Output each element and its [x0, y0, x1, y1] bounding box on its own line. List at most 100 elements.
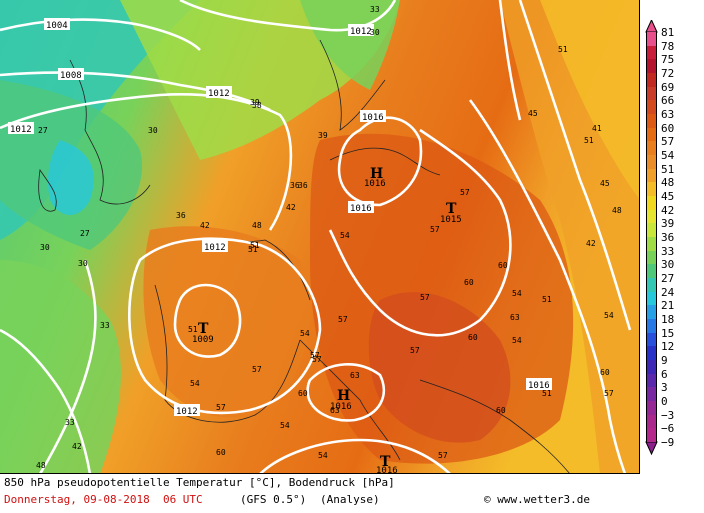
isobar-south — [259, 438, 451, 473]
temperature-label: 57 — [410, 346, 420, 355]
isobar-1016-central — [328, 128, 512, 337]
colorbar-label: −3 — [661, 408, 675, 422]
temperature-label: 54 — [340, 231, 350, 240]
temperature-labels: 2730273033383936424548515457576060575451… — [36, 5, 622, 470]
colorbar-label: 0 — [661, 395, 668, 408]
colorbar-swatch — [646, 45, 657, 60]
isobar-label: 1016 — [362, 113, 384, 123]
temperature-label: 30 — [148, 126, 158, 135]
temperature-label: 63 — [350, 371, 360, 380]
isobar-1008-low — [173, 283, 242, 358]
colorbar-label: 33 — [661, 244, 675, 258]
colorbar-swatch — [646, 414, 657, 429]
temperature-label: 30 — [78, 259, 88, 268]
colorbar-swatch — [646, 291, 657, 306]
colorbar-label: 9 — [661, 354, 668, 367]
temperature-label: 60 — [298, 389, 308, 398]
colorbar-swatch — [646, 100, 657, 115]
map-date: Donnerstag, 09-08-2018 06 UTC — [4, 493, 203, 506]
colorbar-swatch — [646, 59, 657, 74]
colorbar-label: 18 — [661, 313, 675, 326]
temperature-label: 51 — [558, 45, 568, 54]
colorbar-swatch — [646, 387, 657, 402]
isobar-label-bg — [8, 122, 34, 134]
temperature-label: 27 — [38, 126, 48, 135]
colorbar-swatch — [646, 346, 657, 361]
temperature-label: 54 — [190, 379, 200, 388]
temperature-label: 60 — [216, 448, 226, 457]
temperature-label: 54 — [280, 421, 290, 430]
temperature-label: 60 — [496, 406, 506, 415]
temperature-label: 48 — [36, 461, 46, 470]
pressure-center-value: 1016 — [330, 402, 352, 412]
colorbar-label: 57 — [661, 135, 675, 149]
temperature-label: 27 — [80, 229, 90, 238]
isobar-label-bg — [348, 201, 374, 213]
model-label: (GFS 0.5°) — [240, 493, 307, 506]
isobar-atlantic-2 — [0, 328, 92, 473]
colorbar-swatch — [646, 141, 657, 156]
colorbar-swatch — [646, 86, 657, 101]
colorbar-swatch — [646, 168, 657, 183]
low-pressure-letter: T — [446, 201, 457, 217]
high-pressure-letter: H — [370, 166, 383, 182]
colorbar-swatch — [646, 264, 657, 279]
temperature-label: 57 — [338, 315, 348, 324]
temperature-label: 51 — [250, 241, 260, 250]
colorbar-label: 21 — [661, 299, 675, 313]
isobar-1012-iberia — [128, 237, 322, 415]
isobar-label: 1016 — [350, 204, 372, 214]
isobar-label-bg — [58, 68, 84, 80]
temperature-label: 30 — [40, 243, 50, 252]
high-pressure-letter: H — [337, 388, 350, 404]
colorbar-label: 27 — [661, 272, 675, 285]
colorbar-swatch — [646, 373, 657, 388]
colorbar-bottom-arrow — [645, 441, 658, 456]
isobar-north-east — [498, 0, 522, 121]
temperature-label: 30 — [370, 28, 380, 37]
hot-region-balkans — [368, 292, 511, 443]
temperature-label: 57 — [430, 225, 440, 234]
temperature-label: 57 — [604, 389, 614, 398]
isobar-1004 — [0, 18, 201, 51]
colorbar-swatch — [646, 32, 657, 47]
pressure-center-value: 1016 — [376, 466, 398, 474]
colorbar-label: 72 — [661, 67, 675, 80]
colorbar-label: 36 — [661, 231, 675, 244]
temperature-label: 57 — [460, 188, 470, 197]
colorbar-label: 45 — [661, 190, 675, 203]
temperature-label: 42 — [586, 239, 596, 248]
temperature-label: 57 — [438, 451, 448, 460]
pressure-center: H 1016 — [364, 166, 386, 189]
temperature-label: 33 — [370, 5, 380, 14]
temperature-label: 57 — [252, 365, 262, 374]
temperature-label: 54 — [300, 329, 310, 338]
isobar-label: 1004 — [46, 21, 68, 31]
colorbar-swatch — [646, 305, 657, 320]
isobar-atlantic — [39, 259, 97, 473]
colorbar-swatch — [646, 114, 657, 129]
pressure-center: H 1016 — [330, 388, 352, 412]
temperature-label: 41 — [592, 124, 602, 133]
temperature-label: 48 — [612, 206, 622, 215]
yellow-region-northeast — [540, 0, 639, 199]
colorbar-swatch — [646, 360, 657, 375]
colorbar-label: 75 — [661, 53, 675, 67]
isobar-label-group: 1004 1008 1012 1012 1012 1016 1016 1016 … — [8, 18, 552, 417]
temperature-label: 51 — [542, 295, 552, 304]
temperature-label: 38 — [252, 101, 262, 110]
isobar-east-2 — [518, 0, 632, 331]
temperature-label: 36 — [298, 181, 308, 190]
temperature-label: 60 — [600, 368, 610, 377]
cold-pocket — [48, 140, 94, 215]
greece-coast — [419, 379, 570, 473]
colorbar-label: 48 — [661, 176, 675, 190]
colorbar-swatch — [646, 250, 657, 265]
isobar-1016-med — [306, 363, 386, 422]
temperature-label: 54 — [512, 336, 522, 345]
colorbar-swatch — [646, 209, 657, 224]
isobar-label-bg — [206, 86, 232, 98]
temperature-label: 39 — [318, 131, 328, 140]
isobar-label: 1012 — [176, 407, 198, 417]
colorbar-top-arrow — [645, 20, 658, 33]
